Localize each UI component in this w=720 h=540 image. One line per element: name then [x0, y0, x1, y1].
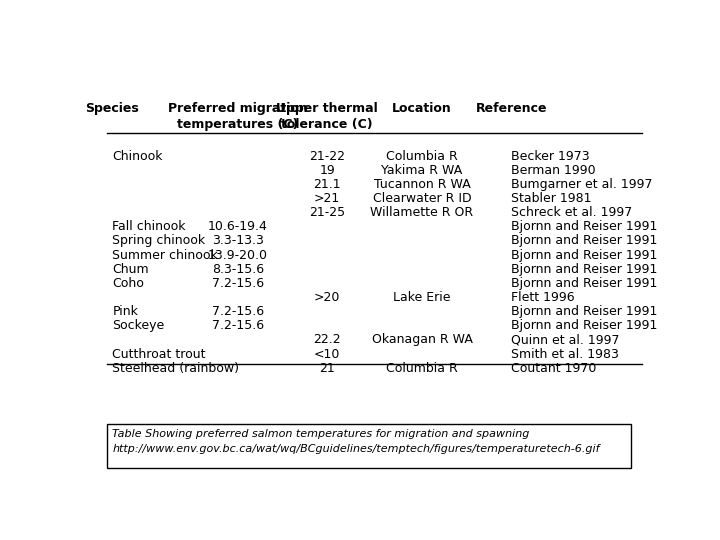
Text: 21-25: 21-25 [309, 206, 345, 219]
Text: Location: Location [392, 102, 452, 115]
Text: Stabler 1981: Stabler 1981 [511, 192, 592, 205]
Text: Cutthroat trout: Cutthroat trout [112, 348, 206, 361]
Text: 13.9-20.0: 13.9-20.0 [208, 248, 268, 261]
Text: Tucannon R WA: Tucannon R WA [374, 178, 470, 191]
Text: Becker 1973: Becker 1973 [511, 150, 590, 163]
Text: Bjornn and Reiser 1991: Bjornn and Reiser 1991 [511, 277, 657, 290]
Text: Coho: Coho [112, 277, 144, 290]
Text: Berman 1990: Berman 1990 [511, 164, 596, 177]
Text: Preferred migration
temperatures (C): Preferred migration temperatures (C) [168, 102, 307, 131]
Text: Bjornn and Reiser 1991: Bjornn and Reiser 1991 [511, 220, 657, 233]
Text: Quinn et al. 1997: Quinn et al. 1997 [511, 333, 620, 346]
Text: Columbia R: Columbia R [386, 362, 458, 375]
Text: Columbia R: Columbia R [386, 150, 458, 163]
Text: Lake Erie: Lake Erie [393, 291, 451, 304]
Text: Willamette R OR: Willamette R OR [371, 206, 474, 219]
Text: Schreck et al. 1997: Schreck et al. 1997 [511, 206, 633, 219]
Text: 7.2-15.6: 7.2-15.6 [212, 319, 264, 332]
Text: Bjornn and Reiser 1991: Bjornn and Reiser 1991 [511, 248, 657, 261]
Text: 21-22: 21-22 [309, 150, 345, 163]
Text: Chum: Chum [112, 263, 149, 276]
Text: Okanagan R WA: Okanagan R WA [372, 333, 472, 346]
Text: 19: 19 [319, 164, 335, 177]
Text: 3.3-13.3: 3.3-13.3 [212, 234, 264, 247]
Text: 7.2-15.6: 7.2-15.6 [212, 277, 264, 290]
FancyBboxPatch shape [107, 424, 631, 468]
Text: Pink: Pink [112, 305, 138, 318]
Text: Spring chinook: Spring chinook [112, 234, 205, 247]
Text: Bumgarner et al. 1997: Bumgarner et al. 1997 [511, 178, 653, 191]
Text: Bjornn and Reiser 1991: Bjornn and Reiser 1991 [511, 319, 657, 332]
Text: Bjornn and Reiser 1991: Bjornn and Reiser 1991 [511, 263, 657, 276]
Text: >20: >20 [314, 291, 341, 304]
Text: <10: <10 [314, 348, 341, 361]
Text: Flett 1996: Flett 1996 [511, 291, 575, 304]
Text: Sockeye: Sockeye [112, 319, 165, 332]
Text: Table Showing preferred salmon temperatures for migration and spawning
http://ww: Table Showing preferred salmon temperatu… [112, 429, 600, 454]
Text: Chinook: Chinook [112, 150, 163, 163]
Text: Summer chinook: Summer chinook [112, 248, 218, 261]
Text: Steelhead (rainbow): Steelhead (rainbow) [112, 362, 239, 375]
Text: Bjornn and Reiser 1991: Bjornn and Reiser 1991 [511, 305, 657, 318]
Text: Smith et al. 1983: Smith et al. 1983 [511, 348, 619, 361]
Text: Yakima R WA: Yakima R WA [382, 164, 463, 177]
Text: Fall chinook: Fall chinook [112, 220, 186, 233]
Text: Reference: Reference [475, 102, 547, 115]
Text: >21: >21 [314, 192, 341, 205]
Text: 10.6-19.4: 10.6-19.4 [208, 220, 268, 233]
Text: Upper thermal
tolerance (C): Upper thermal tolerance (C) [276, 102, 378, 131]
Text: 22.2: 22.2 [313, 333, 341, 346]
Text: 21: 21 [319, 362, 335, 375]
Text: 21.1: 21.1 [313, 178, 341, 191]
Text: Bjornn and Reiser 1991: Bjornn and Reiser 1991 [511, 234, 657, 247]
Text: Clearwater R ID: Clearwater R ID [373, 192, 472, 205]
Text: 8.3-15.6: 8.3-15.6 [212, 263, 264, 276]
Text: Coutant 1970: Coutant 1970 [511, 362, 597, 375]
Text: Species: Species [86, 102, 139, 115]
Text: 7.2-15.6: 7.2-15.6 [212, 305, 264, 318]
